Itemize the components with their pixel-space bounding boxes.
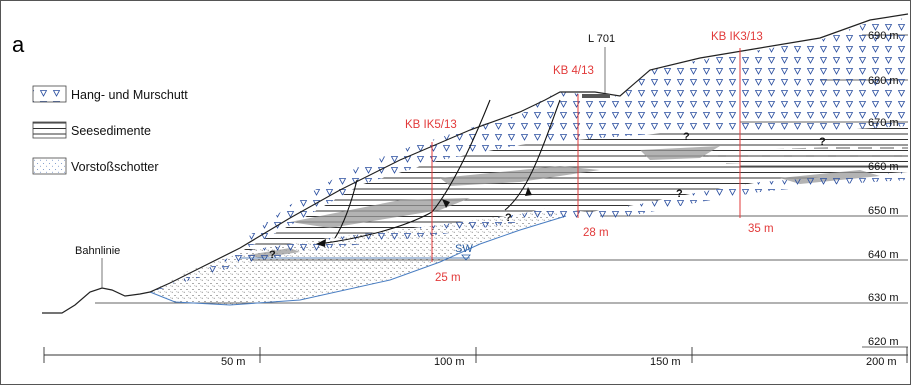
slip-arrows (316, 187, 532, 247)
elevation-label: 690 m (868, 30, 899, 42)
upper-dashed-layer (700, 146, 908, 164)
legend-swatch-hang (32, 85, 67, 103)
legend-label-see: Seesedimente (71, 124, 151, 138)
elevation-label: 670 m (868, 117, 899, 129)
debris-lower-band (148, 172, 908, 293)
road-label: L 701 (588, 33, 615, 45)
legend-swatch-see (32, 121, 67, 139)
uncertain-markers: ? ? ? ? ? (269, 131, 826, 261)
panel-label: a (12, 32, 25, 57)
legend-label-vorstoss: Vorstoßschotter (71, 160, 159, 174)
distance-axis (43, 347, 908, 363)
terrain-surface (42, 13, 909, 314)
railway-label: Bahnlinie (75, 245, 120, 257)
question-mark: ? (819, 136, 826, 148)
question-mark: ? (683, 131, 690, 143)
distance-tick-label: 200 m (866, 356, 897, 368)
elevation-label: 680 m (868, 75, 899, 87)
borehole-depth-ik5: 25 m (435, 272, 461, 284)
elevation-label: 660 m (868, 161, 899, 173)
groundwater-marker (461, 254, 471, 261)
debris-upper-body (240, 18, 908, 252)
borehole-label-ik5: KB IK5/13 (405, 119, 457, 131)
distance-tick-label: 50 m (221, 356, 245, 368)
elevation-label: 630 m (868, 292, 899, 304)
question-mark: ? (676, 188, 683, 200)
groundwater-label: SW (455, 243, 473, 255)
distance-tick-label: 150 m (650, 356, 681, 368)
legend-swatch-vorstoss (32, 157, 67, 175)
question-mark: ? (505, 212, 512, 224)
borehole-depth-ik3: 35 m (748, 223, 774, 235)
elevation-label: 620 m (868, 336, 899, 348)
distance-tick-label: 100 m (434, 356, 465, 368)
borehole-depth-4: 28 m (583, 227, 609, 239)
borehole-lines (431, 48, 741, 262)
elevation-label: 650 m (868, 205, 899, 217)
borehole-label-ik3: KB IK3/13 (711, 31, 763, 43)
question-mark: ? (269, 249, 276, 261)
legend-label-hang: Hang- und Murschutt (71, 88, 188, 102)
elevation-label: 640 m (868, 249, 899, 261)
gravel-base-line (149, 215, 567, 306)
borehole-label-4: KB 4/13 (553, 65, 594, 77)
vorstoss-gravel (150, 208, 566, 305)
